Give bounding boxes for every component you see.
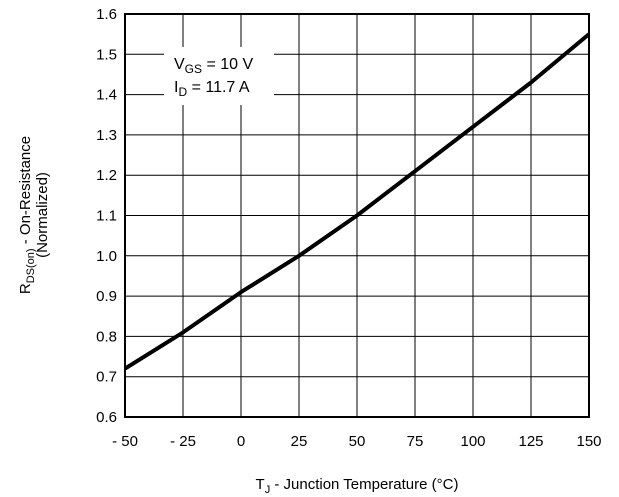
annotation-id-rest: = 11.7 A bbox=[187, 79, 250, 96]
series-line bbox=[123, 32, 591, 371]
annotation-vgs-main: V bbox=[174, 56, 185, 73]
y-tick-label: 1.4 bbox=[96, 87, 117, 104]
x-tick-label: - 25 bbox=[170, 433, 196, 450]
y-tick-label: 1.0 bbox=[96, 248, 117, 265]
annotation-box bbox=[164, 47, 274, 105]
annotation-id: ID = 11.7 A bbox=[174, 79, 250, 99]
x-axis-title-sub: J bbox=[265, 484, 271, 496]
y-axis-title-rest: - On-Resistance bbox=[17, 136, 34, 249]
x-tick-label: 0 bbox=[237, 433, 245, 450]
annotation-vgs-rest: = 10 V bbox=[202, 56, 253, 73]
y-axis-title-line2: (Normalized) bbox=[34, 172, 51, 258]
annotation-vgs: VGS = 10 V bbox=[174, 56, 253, 76]
y-tick-label: 1.3 bbox=[96, 127, 117, 144]
x-axis-title-rest: - Junction Temperature (°C) bbox=[270, 476, 458, 493]
x-tick-label: 25 bbox=[291, 433, 308, 450]
x-tick-label: 150 bbox=[576, 433, 601, 450]
y-axis-title: RDS(on) - On-Resistance (Normalized) bbox=[17, 136, 51, 294]
x-tick-labels: - 50 - 25 0 25 50 75 100 125 150 bbox=[112, 433, 601, 450]
series-layer bbox=[123, 32, 591, 371]
annotation-vgs-sub: GS bbox=[185, 62, 202, 76]
y-tick-label: 0.9 bbox=[96, 288, 117, 305]
y-tick-label: 0.8 bbox=[96, 328, 117, 345]
x-tick-label: - 50 bbox=[112, 433, 138, 450]
x-tick-label: 125 bbox=[518, 433, 543, 450]
x-tick-label: 75 bbox=[407, 433, 424, 450]
x-axis-title: TJ - Junction Temperature (°C) bbox=[256, 476, 459, 496]
y-axis-title-main: R bbox=[17, 283, 34, 294]
annotation-id-sub: D bbox=[178, 85, 187, 99]
y-axis-title-sub: DS(on) bbox=[25, 248, 37, 283]
plot-frame bbox=[124, 13, 590, 418]
y-tick-label: 1.2 bbox=[96, 167, 117, 184]
x-tick-label: 100 bbox=[460, 433, 485, 450]
y-tick-label: 0.7 bbox=[96, 369, 117, 386]
y-axis-title-line1: RDS(on) - On-Resistance bbox=[17, 136, 37, 294]
x-axis-title-main: T bbox=[256, 476, 265, 493]
y-tick-labels: 0.6 0.7 0.8 0.9 1.0 1.1 1.2 1.3 1.4 1.5 1.6 bbox=[96, 6, 117, 426]
y-tick-label: 1.5 bbox=[96, 46, 117, 63]
y-tick-label: 0.6 bbox=[96, 409, 117, 426]
annotation-id-main: I bbox=[174, 79, 178, 96]
y-tick-label: 1.1 bbox=[96, 208, 117, 225]
x-tick-label: 50 bbox=[349, 433, 366, 450]
y-tick-label: 1.6 bbox=[96, 6, 117, 23]
